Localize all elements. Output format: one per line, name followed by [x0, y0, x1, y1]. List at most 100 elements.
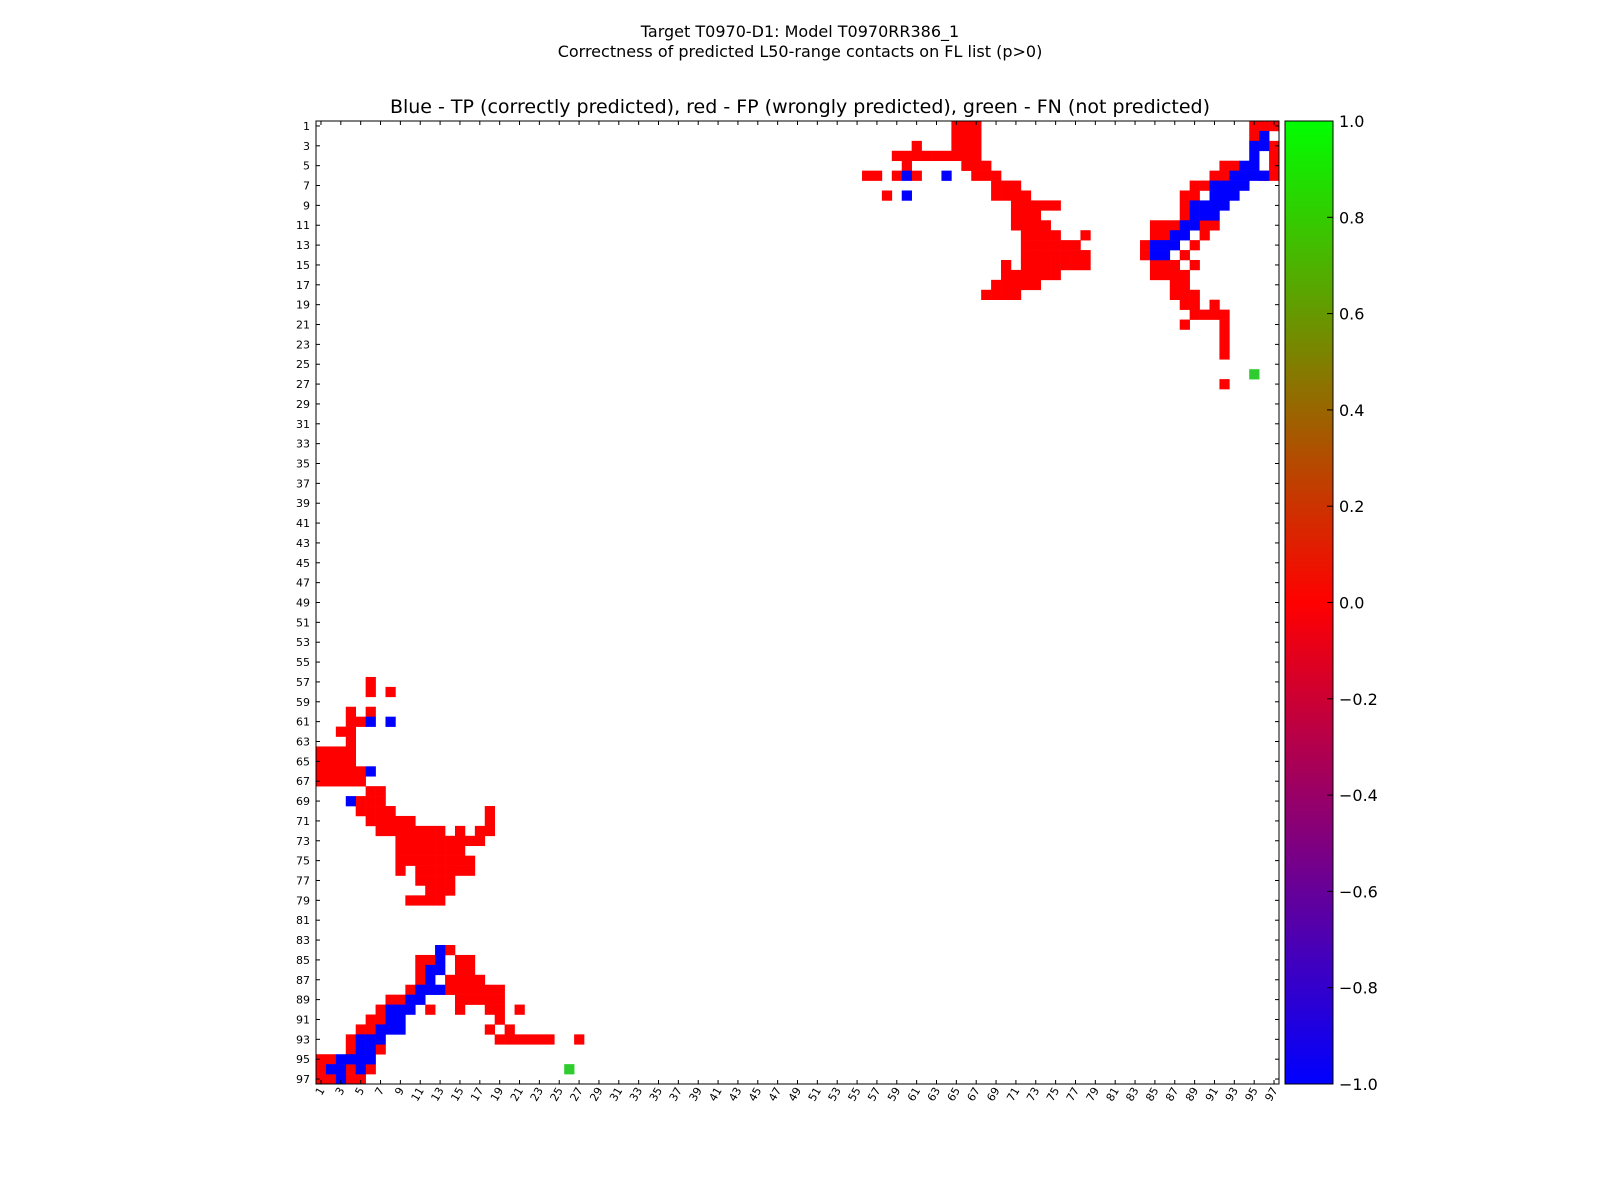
y-tick-label: 11 [296, 219, 310, 232]
x-tick-label: 89 [1183, 1085, 1201, 1104]
cell-fp [991, 289, 1002, 300]
x-tick-label: 77 [1064, 1085, 1082, 1104]
x-tick-label: 21 [508, 1085, 526, 1104]
cell-fp [494, 1014, 505, 1025]
cell-fp [1269, 150, 1280, 162]
cell-fp [951, 140, 962, 152]
cell-fp [415, 865, 426, 876]
cell-fp [435, 845, 446, 856]
y-tick-label: 67 [296, 775, 310, 788]
cell-fp [981, 170, 992, 181]
cell-fp [345, 706, 357, 717]
cell-fp [1001, 269, 1012, 281]
x-tick-label: 97 [1262, 1085, 1280, 1104]
cell-tp [415, 984, 426, 995]
cell-fp [1149, 269, 1161, 281]
x-tick-label: 35 [647, 1085, 665, 1104]
y-tick-label: 53 [296, 636, 310, 649]
cell-fp [1001, 259, 1012, 271]
cell-fp [474, 825, 486, 837]
cell-tp [1229, 190, 1240, 201]
cell-tp [1189, 220, 1200, 231]
cell-fp [1050, 230, 1061, 241]
x-tick-label: 47 [766, 1085, 784, 1104]
cell-fp [1050, 250, 1061, 261]
y-tick-label: 13 [296, 239, 310, 252]
cell-fp [961, 121, 972, 132]
colorbar-tick-label: −0.6 [1339, 882, 1378, 901]
cell-fp [951, 121, 962, 132]
cell-fp [375, 815, 386, 827]
y-tick-label: 33 [296, 438, 310, 451]
x-tick-label: 69 [984, 1085, 1002, 1104]
cell-fp [464, 984, 476, 995]
y-tick-label: 85 [296, 954, 310, 967]
cell-fp [385, 994, 396, 1005]
cell-fp [425, 835, 436, 847]
cell-fn [564, 1064, 575, 1075]
cell-tp [335, 1054, 347, 1065]
cell-fp [484, 1024, 495, 1035]
cell-tp [335, 1064, 347, 1075]
cell-fp [1149, 220, 1161, 231]
cell-fp [1050, 269, 1061, 281]
cell-fp [425, 845, 436, 856]
cell-fp [1169, 289, 1181, 300]
x-tick-label: 31 [607, 1085, 625, 1104]
cell-fp [881, 190, 893, 201]
cell-fp [1020, 279, 1032, 291]
x-tick-label: 23 [528, 1085, 546, 1104]
cell-fp [1199, 309, 1210, 320]
cell-fp [1189, 309, 1200, 320]
cell-tp [395, 1024, 406, 1035]
cell-fp [961, 160, 972, 171]
cell-fp [1020, 190, 1032, 201]
cell-tp [1219, 180, 1230, 191]
cell-tp [435, 964, 446, 976]
y-tick-label: 9 [303, 199, 310, 212]
cell-fp [445, 885, 456, 896]
cell-fp [316, 756, 327, 767]
x-tick-label: 15 [448, 1085, 466, 1104]
cell-tp [415, 994, 426, 1005]
cell-fp [1189, 240, 1200, 251]
x-tick-label: 29 [587, 1085, 605, 1104]
cell-fp [415, 954, 426, 966]
cell-fp [415, 875, 426, 886]
contact-cells [316, 121, 1280, 1085]
cell-fp [484, 1004, 495, 1015]
cell-fp [365, 786, 376, 797]
cell-fp [1001, 289, 1012, 300]
x-tick-label: 67 [965, 1085, 983, 1104]
cell-tp [1199, 210, 1210, 221]
cell-fp [961, 130, 972, 142]
cell-fp [325, 746, 337, 757]
cell-tp [1209, 190, 1220, 201]
y-tick-label: 15 [296, 259, 310, 272]
cell-fp [1159, 269, 1171, 281]
y-tick-label: 47 [296, 577, 310, 590]
colorbar-tick-label: 0.2 [1339, 497, 1364, 516]
cell-fp [375, 825, 386, 837]
cell-fp [991, 180, 1002, 191]
cell-fp [1209, 309, 1220, 320]
cell-fp [435, 895, 446, 906]
x-tick-label: 11 [409, 1085, 427, 1104]
cell-fp [1209, 170, 1220, 181]
x-tick-label: 57 [865, 1085, 883, 1104]
cell-fp [405, 855, 416, 866]
cell-fp [1179, 289, 1190, 300]
cell-fp [1179, 250, 1190, 261]
cell-fp [1149, 259, 1161, 271]
cell-tp [365, 766, 376, 777]
y-tick-label: 65 [296, 755, 310, 768]
cell-fp [445, 974, 456, 986]
cell-fp [365, 686, 376, 698]
cell-tp [1149, 250, 1161, 261]
cell-fp [464, 954, 476, 966]
cell-fp [345, 1074, 357, 1085]
figure-title: Target T0970-D1: Model T0970RR386_1 [640, 22, 960, 41]
cell-fp [425, 865, 436, 876]
y-tick-label: 95 [296, 1053, 310, 1066]
